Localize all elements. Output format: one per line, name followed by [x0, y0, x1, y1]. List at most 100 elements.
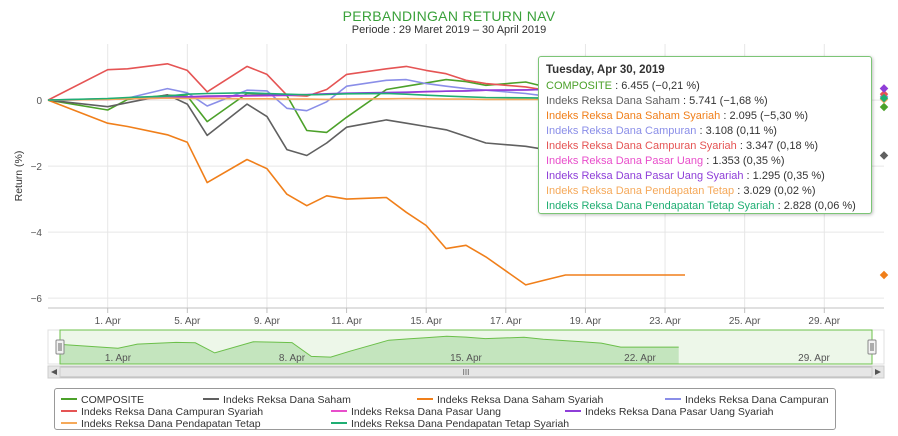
navigator-label: 15. Apr — [450, 353, 482, 364]
legend-label: Indeks Reksa Dana Pendapatan Tetap — [81, 418, 261, 430]
navigator-handle-left[interactable] — [55, 339, 65, 355]
tooltip-row: Indeks Reksa Dana Campuran Syariah : 3.3… — [546, 139, 864, 154]
legend-swatch — [61, 422, 77, 425]
tooltip-row: Indeks Reksa Dana Pendapatan Tetap : 3.0… — [546, 184, 864, 199]
legend-item[interactable]: Indeks Reksa Dana Pendapatan Tetap Syari… — [331, 418, 569, 430]
tooltip-series-name: COMPOSITE — [546, 80, 613, 92]
navigator-label: 22. Apr — [624, 353, 656, 364]
tooltip-series-value: 3.108 (0,11 %) — [705, 125, 777, 137]
tooltip-series-value: 2.828 (0,06 %) — [783, 200, 856, 212]
tooltip-series-name: Indeks Reksa Dana Saham — [546, 95, 680, 107]
y-tick-label: −2 — [31, 162, 43, 173]
arrow-left-icon — [51, 369, 57, 375]
x-tick-label: 15. Apr — [410, 316, 442, 327]
tooltip-separator: : — [743, 170, 753, 182]
legend-label: Indeks Reksa Dana Pendapatan Tetap Syari… — [351, 418, 570, 430]
tooltip-series-value: 3.347 (0,18 %) — [745, 140, 819, 152]
tooltip-series-value: 1.353 (0,35 %) — [712, 155, 785, 167]
tooltip-separator: : — [612, 80, 622, 92]
tooltip-rows: COMPOSITE : 6.455 (−0,21 %) Indeks Reksa … — [546, 79, 864, 214]
chart-title: PERBANDINGAN RETURN NAV — [342, 8, 556, 24]
x-tick-label: 5. Apr — [174, 316, 201, 327]
navigator-area — [60, 336, 679, 364]
tooltip-row: Indeks Reksa Dana Pasar Uang : 1.353 (0,… — [546, 154, 864, 169]
y-tick-label: −6 — [31, 294, 43, 305]
legend-label: Indeks Reksa Dana Pasar Uang Syariah — [585, 406, 774, 418]
tooltip-series-name: Indeks Reksa Dana Campuran Syariah — [546, 140, 737, 152]
y-tick-label: −4 — [31, 228, 43, 239]
series-end-marker-0 — [879, 102, 889, 112]
navigator-line — [59, 335, 679, 358]
legend-item[interactable]: Indeks Reksa Dana Saham Syariah — [417, 394, 603, 406]
legend-item[interactable]: COMPOSITE — [61, 394, 144, 406]
legend-item[interactable]: Indeks Reksa Dana Campuran Syariah — [61, 406, 263, 418]
legend: COMPOSITE Indeks Reksa Dana Saham Indeks R… — [54, 388, 836, 430]
tooltip-series-value: 5.741 (−1,68 %) — [689, 95, 768, 107]
legend-swatch — [665, 398, 681, 401]
tooltip-date: Tuesday, Apr 30, 2019 — [546, 64, 665, 76]
legend-swatch — [331, 410, 347, 413]
navigator-label: 29. Apr — [798, 353, 830, 364]
tooltip-row: Indeks Reksa Dana Saham Syariah : 2.095 … — [546, 109, 864, 124]
x-tick-label: 23. Apr — [649, 316, 681, 327]
legend-swatch — [61, 410, 77, 413]
navigator-frame — [47, 329, 885, 365]
x-tick-label: 1. Apr — [95, 316, 122, 327]
x-tick-label: 19. Apr — [570, 316, 602, 327]
chart-subtitle: Periode : 29 Maret 2019 – 30 April 2019 — [351, 24, 547, 36]
tooltip-separator: : — [703, 155, 713, 167]
tooltip-separator: : — [736, 140, 746, 152]
tooltip-series-name: Indeks Reksa Dana Saham Syariah — [546, 110, 721, 122]
legend-item[interactable]: Indeks Reksa Dana Pasar Uang Syariah — [565, 406, 774, 418]
tooltip-series-name: Indeks Reksa Dana Campuran — [546, 125, 697, 137]
navigator-label: 1. Apr — [105, 353, 132, 364]
tooltip-series-name: Indeks Reksa Dana Pendapatan Tetap — [546, 185, 735, 197]
tooltip-separator: : — [696, 125, 706, 137]
tooltip-series-value: 1.295 (0,35 %) — [752, 170, 825, 182]
tooltip-series-name: Indeks Reksa Dana Pasar Uang — [546, 155, 704, 167]
x-tick-label: 25. Apr — [729, 316, 761, 327]
tooltip-separator: : — [774, 200, 784, 212]
legend-swatch — [61, 398, 77, 401]
legend-item[interactable]: Indeks Reksa Dana Pasar Uang — [331, 406, 501, 418]
y-axis-label: Return (%) — [13, 151, 25, 202]
legend-item[interactable]: Indeks Reksa Dana Pendapatan Tetap — [61, 418, 261, 430]
tooltip-row: Indeks Reksa Dana Saham : 5.741 (−1,68 %… — [546, 94, 864, 109]
tooltip-separator: : — [734, 185, 744, 197]
y-tick-label: 0 — [36, 96, 42, 107]
navigator-selection[interactable] — [59, 329, 873, 365]
legend-swatch — [331, 422, 347, 425]
x-tick-label: 9. Apr — [254, 316, 281, 327]
x-tick-label: 17. Apr — [490, 316, 522, 327]
navigator-handle-right[interactable] — [867, 339, 877, 355]
x-tick-label: 11. Apr — [331, 316, 363, 327]
tooltip-series-value: 6.455 (−0,21 %) — [621, 80, 700, 92]
series-end-marker-2 — [879, 270, 889, 280]
legend-item[interactable]: Indeks Reksa Dana Campuran — [665, 394, 829, 406]
legend-label: COMPOSITE — [81, 394, 145, 406]
arrow-right-icon — [875, 369, 881, 375]
tooltip: Tuesday, Apr 30, 2019 COMPOSITE : 6.455 … — [538, 56, 872, 214]
legend-item[interactable]: Indeks Reksa Dana Saham — [203, 394, 351, 406]
series-end-marker-1 — [879, 151, 889, 160]
legend-swatch — [565, 410, 581, 413]
tooltip-series-value: 2.095 (−5,30 %) — [729, 110, 809, 122]
series-line-2[interactable] — [47, 99, 685, 286]
legend-swatch — [417, 398, 433, 401]
legend-label: Indeks Reksa Dana Pasar Uang — [351, 406, 501, 418]
scrollbar-grip: III — [463, 368, 470, 377]
tooltip-separator: : — [720, 110, 730, 122]
tooltip-series-name: Indeks Reksa Dana Pendapatan Tetap Syari… — [546, 200, 775, 212]
tooltip-row: Indeks Reksa Dana Campuran : 3.108 (0,11… — [546, 124, 864, 139]
series-end-marker-6 — [879, 84, 889, 93]
x-tick-label: 29. Apr — [808, 316, 840, 327]
legend-label: Indeks Reksa Dana Campuran Syariah — [81, 406, 264, 418]
tooltip-series-value: 3.029 (0,02 %) — [743, 185, 816, 197]
tooltip-row: Indeks Reksa Dana Pasar Uang Syariah : 1… — [546, 169, 864, 184]
legend-label: Indeks Reksa Dana Saham — [223, 394, 351, 406]
tooltip-separator: : — [679, 95, 690, 107]
navigator-label: 8. Apr — [279, 353, 306, 364]
tooltip-row: COMPOSITE : 6.455 (−0,21 %) — [546, 79, 864, 94]
legend-label: Indeks Reksa Dana Saham Syariah — [437, 394, 604, 406]
tooltip-series-name: Indeks Reksa Dana Pasar Uang Syariah — [546, 170, 744, 182]
